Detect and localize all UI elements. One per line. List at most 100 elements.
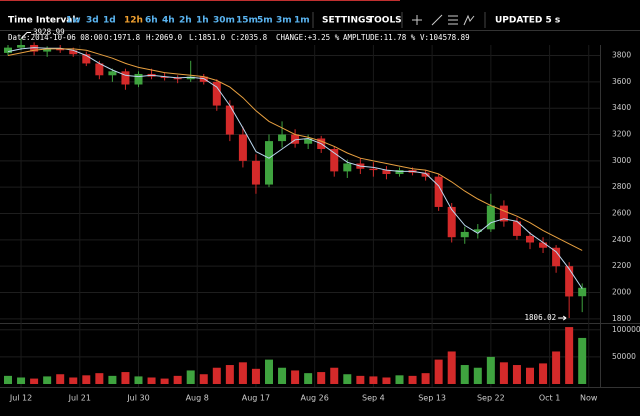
candle-body xyxy=(251,160,260,185)
interval-button[interactable]: 2h xyxy=(179,16,192,26)
interval-button[interactable]: 3d xyxy=(86,16,99,26)
info-open: O:1971.8 xyxy=(104,33,141,42)
interval-button[interactable]: 1d xyxy=(103,16,116,26)
x-tick-label: Now xyxy=(580,394,598,403)
candle-body xyxy=(460,231,469,238)
volume-bar xyxy=(265,359,273,384)
volume-bar xyxy=(356,375,365,384)
interval-button[interactable]: 5m xyxy=(257,16,273,26)
volume-bar xyxy=(82,375,91,384)
candle-body xyxy=(278,134,287,142)
candle-body xyxy=(434,176,443,207)
y-tick-label: 3200 xyxy=(612,130,631,139)
candle-body xyxy=(108,71,117,76)
y-tick-label: 2800 xyxy=(612,182,631,191)
x-tick-label: Jul 12 xyxy=(9,394,32,403)
volume-bar xyxy=(56,374,65,384)
x-tick-label: Sep 4 xyxy=(362,394,385,403)
x-tick-label: Jul 21 xyxy=(68,394,91,403)
candle-body xyxy=(56,48,65,51)
candle-body xyxy=(539,242,548,248)
hline-tool[interactable] xyxy=(448,15,458,25)
candle-body xyxy=(212,81,221,106)
x-tick-label: Jul 30 xyxy=(126,394,149,403)
candle-body xyxy=(486,205,495,230)
interval-button[interactable]: 12h xyxy=(124,16,143,26)
candle-body xyxy=(552,247,561,267)
candle-body xyxy=(199,76,208,82)
line-tool[interactable] xyxy=(431,14,443,26)
info-volume: V:104578.89 xyxy=(420,33,470,42)
updated-status: UPDATED 5 s xyxy=(495,16,560,26)
info-amplitude: AMPLTUDE:11.78 % xyxy=(343,33,416,42)
candle-body xyxy=(265,141,273,185)
volume-tick-label: 100000 xyxy=(612,325,640,334)
candle-body xyxy=(578,287,587,297)
volume-bar xyxy=(382,377,391,384)
volume-bar xyxy=(108,375,117,384)
volume-bar xyxy=(251,368,260,384)
y-tick-label: 2200 xyxy=(612,261,631,270)
y-tick-label: 2400 xyxy=(612,235,631,244)
interval-button[interactable]: 6h xyxy=(145,16,158,26)
volume-bar xyxy=(291,370,300,384)
candle-body xyxy=(4,47,12,53)
candle-body xyxy=(473,229,482,232)
interval-button[interactable]: 30m xyxy=(213,16,235,26)
crosshair-tool[interactable] xyxy=(412,15,422,25)
volume-bar xyxy=(304,373,313,384)
volume-bar xyxy=(499,362,508,384)
moving-average-line xyxy=(7,48,583,251)
interval-button[interactable]: 3m xyxy=(276,16,292,26)
annotation-arrow xyxy=(558,315,567,321)
tools-button[interactable]: TOOLS xyxy=(368,16,402,26)
volume-bar xyxy=(199,374,208,384)
candle-body xyxy=(304,138,313,144)
y-tick-label: 3600 xyxy=(612,77,631,86)
volume-bar xyxy=(578,337,587,384)
candle-body xyxy=(421,172,430,177)
moving-average-line xyxy=(7,47,583,289)
candle-body xyxy=(225,105,234,135)
high-annotation: 3928.99 xyxy=(33,28,65,37)
y-tick-label: 2000 xyxy=(612,288,631,297)
x-tick-label: Sep 22 xyxy=(477,394,505,403)
settings-button[interactable]: SETTINGS xyxy=(322,16,372,26)
volume-bar xyxy=(434,359,443,384)
volume-bar xyxy=(512,365,521,384)
candle-body xyxy=(173,77,182,80)
candle-body xyxy=(82,54,91,64)
fib-tool[interactable] xyxy=(463,14,475,26)
candle-body xyxy=(512,221,521,236)
volume-bar xyxy=(486,356,495,384)
candle-body xyxy=(238,134,247,161)
y-tick-label: 2600 xyxy=(612,209,631,218)
volume-bar xyxy=(447,351,456,384)
interval-button[interactable]: 1w xyxy=(66,16,81,26)
volume-bar xyxy=(173,375,182,384)
volume-bar xyxy=(95,373,104,384)
candle-body xyxy=(121,71,130,85)
candle-body xyxy=(565,266,574,297)
candle-body xyxy=(30,45,39,52)
candle-body xyxy=(499,205,508,222)
interval-button[interactable]: 15m xyxy=(236,16,258,26)
drawing-tools[interactable] xyxy=(412,14,475,26)
volume-bar xyxy=(160,378,169,384)
candle-body xyxy=(343,163,352,172)
volume-bar xyxy=(238,362,247,384)
candle-body xyxy=(160,76,169,78)
candle-body xyxy=(291,134,300,144)
candle-body xyxy=(447,206,456,238)
interval-button[interactable]: 1h xyxy=(196,16,209,26)
volume-bar xyxy=(552,351,561,384)
y-tick-label: 1800 xyxy=(612,314,631,323)
volume-bar xyxy=(539,363,548,384)
candle-body xyxy=(95,63,104,76)
interval-button[interactable]: 1m xyxy=(294,16,310,26)
interval-button[interactable]: 4h xyxy=(162,16,175,26)
x-tick-label: Aug 17 xyxy=(242,394,270,403)
interval-label: Time Interval: xyxy=(8,16,79,26)
volume-bar xyxy=(460,365,469,384)
